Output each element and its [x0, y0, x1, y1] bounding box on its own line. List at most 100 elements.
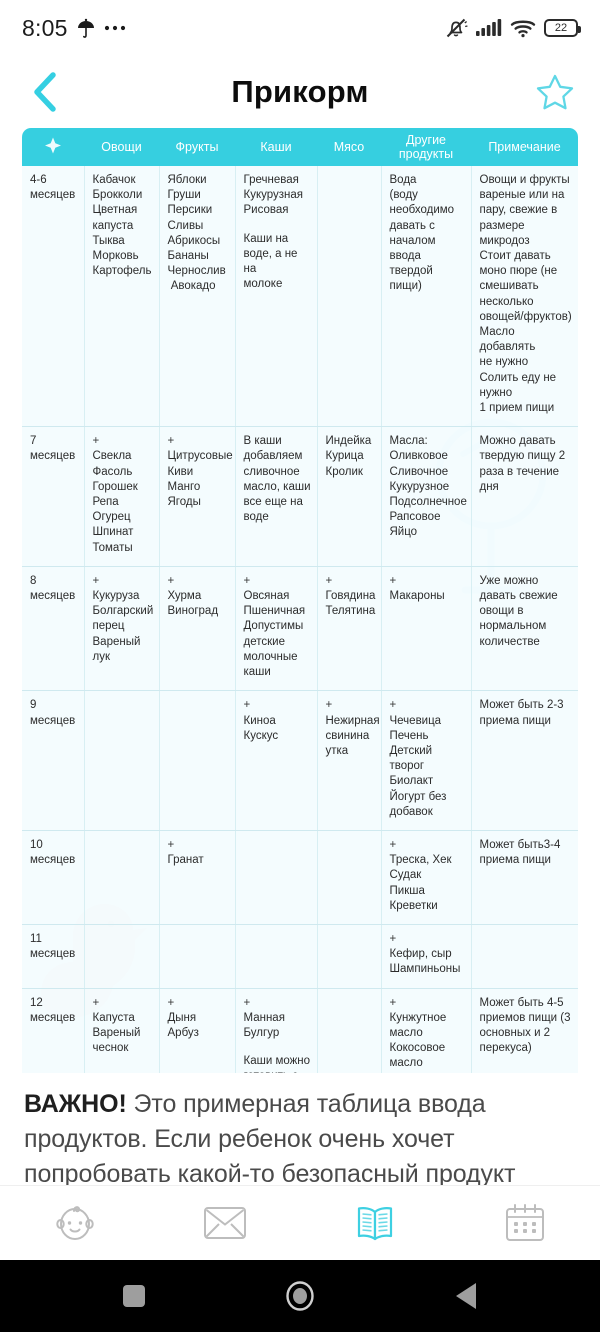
plus-marker: +	[167, 996, 175, 1009]
cell-meat-text: Нежирная свинина утка	[325, 714, 380, 757]
cell-porridge: Гречневая Кукурузная Рисовая Каши на воде…	[235, 166, 318, 428]
plus-marker: +	[325, 699, 333, 712]
plus-marker: +	[389, 996, 397, 1009]
plus-marker: +	[92, 435, 100, 448]
cell-fruits: + Хурма Виноград	[159, 566, 236, 692]
cell-other: + Макароны	[381, 566, 472, 692]
feeding-table: Овощи Фрукты Каши Мясо Другие продукты П…	[22, 128, 578, 1073]
cell-meat-text: Говядина Телятина	[325, 590, 376, 618]
cell-note-text: Овощи и фрукты вареные или на пару, свеж…	[479, 174, 572, 415]
nav-item-messages[interactable]	[150, 1186, 300, 1260]
table-row: 11 месяцев + Кефир, сыр Шампиньоны	[22, 924, 578, 989]
cell-note: Может быть 4-5 приемов пищи (3 основных …	[471, 988, 578, 1073]
cell-porridge-text: Гречневая Кукурузная Рисовая	[243, 174, 304, 217]
cell-note: Можно давать твердую пищу 2 раза в течен…	[471, 426, 578, 567]
important-note-text: ВАЖНО! Это примерная таблица ввода проду…	[0, 1073, 600, 1185]
cell-vegetables: Кабачок Брокколи Цветная капуста Тыква М…	[84, 166, 160, 428]
cell-note-text: Можно давать твердую пищу 2 раза в течен…	[479, 435, 566, 493]
plus-marker: +	[167, 435, 175, 448]
cell-note-text: Может быть 4-5 приемов пищи (3 основных …	[479, 996, 571, 1055]
table-row: 8 месяцев + Кукуруза Болгарский перец Варе…	[22, 566, 578, 692]
plus-marker: +	[167, 574, 175, 587]
cell-porridge-extra-text: Каши на воде, а не на молоке	[243, 232, 298, 291]
cell-note-text: Уже можно давать свежие овощи в нормальн…	[479, 574, 558, 648]
cell-meat-text: Индейка Курица Кролик	[325, 435, 372, 478]
cell-other-text: Чечевица Печень Детский творог Биолакт Й…	[389, 714, 447, 818]
cell-age: 9 месяцев	[22, 690, 85, 831]
plus-marker: +	[92, 574, 100, 587]
app-header: Прикорм	[0, 56, 600, 128]
plus-marker: +	[243, 996, 251, 1009]
star-outline-icon	[536, 74, 574, 110]
plus-marker: +	[243, 574, 251, 587]
cell-vegetables: + Свекла Фасоль Горошек Репа Огурец Шпина…	[84, 426, 160, 567]
table-body: 4-6 месяцев Кабачок Брокколи Цветная капу…	[22, 166, 578, 1073]
cell-vegetables: + Капуста Вареный чеснок	[84, 988, 160, 1073]
cell-fruits: + Цитрусовые Киви Манго Ягоды	[159, 426, 236, 567]
cell-fruits: + Гранат	[159, 830, 236, 925]
bottom-navigation	[0, 1185, 600, 1260]
favorite-button[interactable]	[532, 69, 578, 115]
more-dots-icon	[104, 25, 125, 31]
cell-porridge: В каши добавляем сливочное масло, каши в…	[235, 426, 318, 567]
baby-icon	[56, 1206, 94, 1240]
page-title: Прикорм	[231, 74, 369, 109]
calendar-icon	[506, 1204, 544, 1241]
cell-porridge: + Овсяная Пшеничная Допустимы детские мол…	[235, 566, 318, 692]
cell-vegetables-text: Капуста Вареный чеснок	[92, 1011, 141, 1055]
cell-other: Масла: Оливковое Сливочное Кукурузное По…	[381, 426, 472, 567]
cell-porridge-text: Манная Булгур	[243, 1011, 285, 1039]
table-header-icon-cell	[22, 128, 84, 166]
cell-age: 12 месяцев	[22, 988, 85, 1073]
cell-age: 11 месяцев	[22, 924, 85, 989]
cell-fruits: + Дыня Арбуз	[159, 988, 236, 1073]
status-bar-left: 8:05	[22, 15, 126, 42]
cell-note	[471, 924, 578, 989]
back-button-system[interactable]	[442, 1272, 490, 1320]
nav-item-calendar[interactable]	[450, 1186, 600, 1260]
cell-fruits-text: Хурма Виноград	[167, 590, 219, 618]
cell-other: + Кунжутное масло Кокосовое масло Камбала…	[381, 988, 472, 1073]
recents-square-icon	[123, 1285, 145, 1307]
plus-marker: +	[92, 996, 100, 1009]
open-book-icon	[357, 1207, 393, 1241]
cell-other-text: Кефир, сыр Шампиньоны	[389, 948, 461, 976]
status-bar: 8:05	[0, 0, 600, 56]
cell-other: + Чечевица Печень Детский творог Биолакт …	[381, 690, 472, 831]
cell-fruits	[159, 924, 236, 989]
cell-fruits-text: Цитрусовые Киви Манго Ягоды	[167, 450, 233, 509]
nav-item-library[interactable]	[300, 1186, 450, 1260]
back-button[interactable]	[22, 69, 68, 115]
cell-meat	[317, 830, 382, 925]
table-header-porridge: Каши	[235, 128, 317, 166]
cell-meat	[317, 924, 382, 989]
cell-other-text: Вода (воду необходимо давать с началом в…	[389, 174, 455, 293]
cell-vegetables: + Кукуруза Болгарский перец Вареный лук	[84, 566, 160, 692]
table-header-fruits: Фрукты	[159, 128, 235, 166]
back-chevron-icon	[34, 72, 56, 112]
table-header-meat: Мясо	[317, 128, 381, 166]
cell-vegetables	[84, 924, 160, 989]
feeding-table-container[interactable]: Овощи Фрукты Каши Мясо Другие продукты П…	[0, 128, 600, 1073]
note-body: Это примерная таблица ввода продуктов. Е…	[24, 1090, 516, 1185]
cell-other-text: Треска, Хек Судак Пикша Креветки	[389, 854, 452, 912]
nav-item-baby[interactable]	[0, 1186, 150, 1260]
table-row: 7 месяцев + Свекла Фасоль Горошек Репа Огу…	[22, 426, 578, 567]
status-clock: 8:05	[22, 14, 68, 41]
cell-porridge: + Киноа Кускус	[235, 690, 318, 831]
cell-fruits-text: Дыня Арбуз	[167, 1011, 199, 1039]
cell-meat: + Говядина Телятина	[317, 566, 382, 692]
battery-level-text: 22	[554, 21, 568, 34]
cell-age: 4-6 месяцев	[22, 166, 85, 428]
cell-note: Может быть3-4 приема пищи	[471, 830, 578, 925]
envelope-icon	[204, 1207, 246, 1239]
cell-other-text: Масла: Оливковое Сливочное Кукурузное По…	[389, 435, 467, 539]
cell-vegetables-text: Кукуруза Болгарский перец Вареный лук	[92, 590, 154, 663]
home-button[interactable]	[276, 1272, 324, 1320]
recents-button[interactable]	[110, 1272, 158, 1320]
plus-marker: +	[389, 574, 397, 587]
spacer	[244, 1041, 311, 1054]
cellular-signal-icon	[476, 19, 502, 36]
cell-vegetables-text: Кабачок Брокколи Цветная капуста Тыква М…	[92, 174, 152, 278]
cell-porridge	[235, 830, 318, 925]
